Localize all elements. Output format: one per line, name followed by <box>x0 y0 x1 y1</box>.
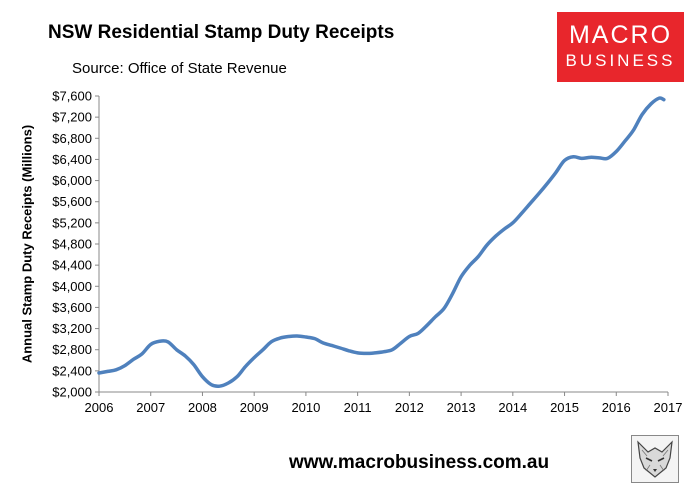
x-axis-ticks: 2006 2007 2008 2009 2010 2011 2012 2013 2014 2015… <box>85 392 683 415</box>
x-tick-label: 2010 <box>291 400 320 415</box>
y-tick-label: $2,400 <box>52 363 92 378</box>
x-tick-label: 2016 <box>602 400 631 415</box>
stamp-duty-series-line <box>97 96 666 389</box>
x-tick-label: 2007 <box>136 400 165 415</box>
chart-title: NSW Residential Stamp Duty Receipts <box>48 22 395 43</box>
x-tick-label: 2012 <box>395 400 424 415</box>
x-tick-label: 2011 <box>344 400 372 415</box>
y-tick-label: $2,000 <box>52 385 92 400</box>
x-tick-label: 2008 <box>188 400 217 415</box>
y-tick-label: $6,400 <box>52 152 92 167</box>
chart-source: Source: Office of State Revenue <box>72 60 287 77</box>
y-tick-label: $4,000 <box>52 279 92 294</box>
chart-series <box>97 96 666 389</box>
y-tick-label: $3,600 <box>52 300 92 315</box>
y-tick-label: $6,000 <box>52 173 92 188</box>
x-tick-label: 2015 <box>550 400 579 415</box>
y-tick-label: $2,800 <box>52 342 92 357</box>
x-tick-label: 2006 <box>85 400 114 415</box>
fox-logo-icon <box>631 435 679 483</box>
website-url: www.macrobusiness.com.au <box>289 452 550 473</box>
x-tick-label: 2013 <box>447 400 476 415</box>
y-tick-label: $4,800 <box>52 237 92 252</box>
y-tick-label: $4,400 <box>52 258 92 273</box>
y-tick-label: $7,200 <box>52 110 92 125</box>
logo-line-business: BUSINESS <box>565 51 676 70</box>
chart-axes <box>98 96 668 393</box>
y-tick-label: $7,600 <box>52 89 92 104</box>
x-tick-label: 2009 <box>240 400 269 415</box>
y-tick-label: $5,200 <box>52 215 92 230</box>
y-tick-label: $5,600 <box>52 194 92 209</box>
x-tick-label: 2017 <box>654 400 683 415</box>
logo-line-macro: MACRO <box>568 21 673 49</box>
macrobusiness-logo: MACRO BUSINESS <box>557 12 684 82</box>
y-tick-label: $3,200 <box>52 321 92 336</box>
x-tick-label: 2014 <box>498 400 527 415</box>
y-axis-ticks: $2,000 $2,400 $2,800 $3,200 $3,600 $4,000 $4,4… <box>52 89 99 400</box>
y-tick-label: $6,800 <box>52 131 92 146</box>
